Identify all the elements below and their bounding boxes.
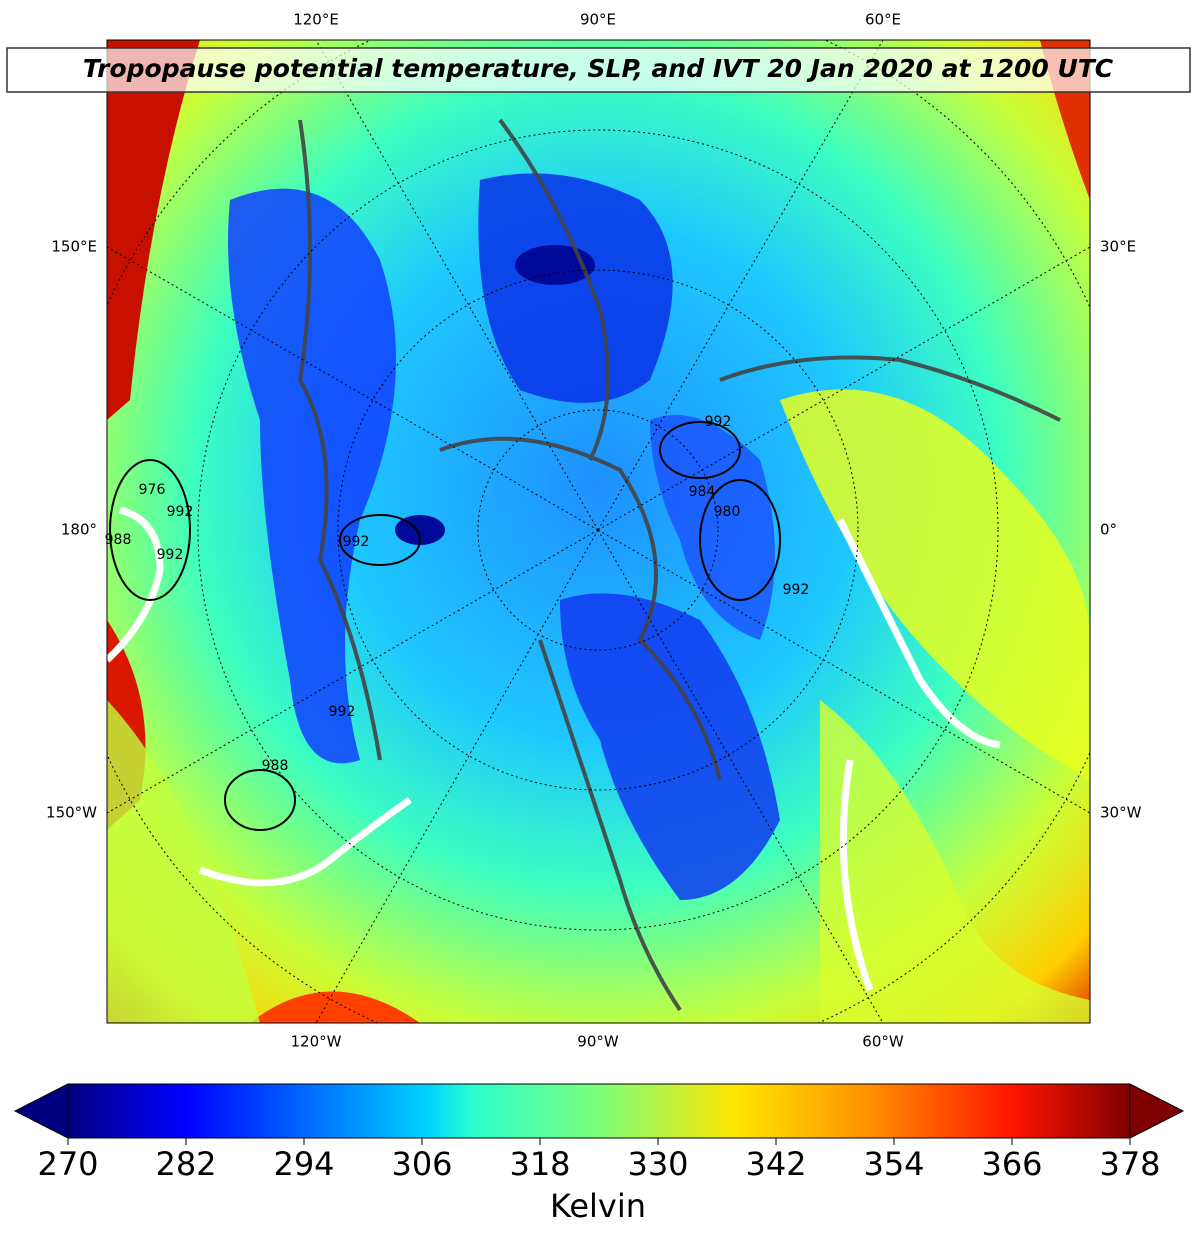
contour-label: 988	[105, 532, 132, 548]
title: Tropopause potential temperature, SLP, a…	[83, 54, 1114, 83]
title-box	[6, 47, 1191, 93]
longitude-label: 120°E	[293, 11, 339, 29]
colorbar-label: Kelvin	[550, 1187, 646, 1225]
longitude-label: 90°E	[580, 11, 616, 29]
contour-label: 976	[139, 482, 166, 498]
colorbar-tick-label: 366	[981, 1145, 1042, 1183]
colorbar-tick-label: 294	[273, 1145, 334, 1183]
longitude-label: 30°E	[1100, 238, 1136, 256]
contour-label: 988	[262, 758, 289, 774]
longitude-label: 90°W	[577, 1033, 619, 1051]
longitude-label: 150°E	[51, 238, 97, 256]
longitude-label: 60°E	[865, 11, 901, 29]
contour-label: 992	[343, 534, 370, 550]
contour-label: 980	[714, 504, 741, 520]
colorbar-tick-label: 378	[1099, 1145, 1160, 1183]
contour-label: 992	[705, 414, 732, 430]
longitude-label: 0°	[1100, 521, 1117, 539]
longitude-label: 120°W	[291, 1033, 342, 1051]
colorbar-tick-label: 270	[37, 1145, 98, 1183]
longitude-label: 180°	[61, 521, 97, 539]
map	[107, 40, 1090, 1023]
contour-label: 992	[167, 504, 194, 520]
colorbar-tick-label: 354	[863, 1145, 924, 1183]
colorbar-tick-label: 318	[509, 1145, 570, 1183]
contour-label: 992	[329, 704, 356, 720]
colorbar-tick-label: 330	[627, 1145, 688, 1183]
longitude-label: 150°W	[46, 804, 97, 822]
colorbar-tick-label: 342	[745, 1145, 806, 1183]
contour-label: 992	[157, 547, 184, 563]
longitude-label: 60°W	[862, 1033, 904, 1051]
colorbar-tick-label: 282	[155, 1145, 216, 1183]
contour-label: 984	[689, 484, 716, 500]
contour-label: 992	[783, 582, 810, 598]
colorbar-tick-label: 306	[391, 1145, 452, 1183]
longitude-label: 30°W	[1100, 804, 1142, 822]
colorbar: Kelvin	[13, 1083, 1185, 1225]
